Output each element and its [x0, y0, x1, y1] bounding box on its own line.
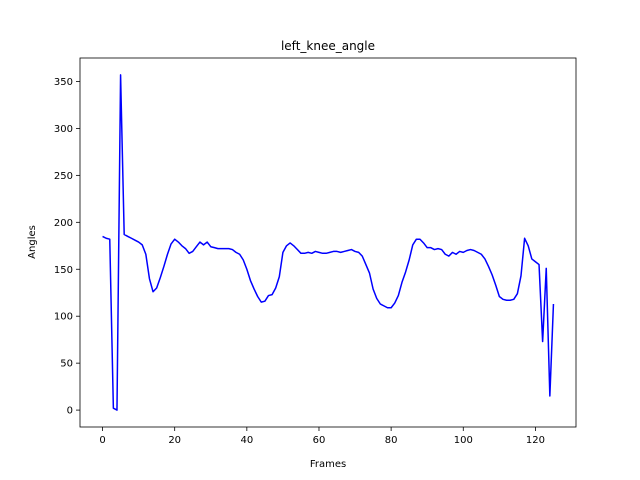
y-axis-ticks: 0 50 100 150 200 250 300 350	[54, 77, 80, 417]
x-axis-label: Frames	[310, 459, 346, 470]
y-tick-label: 350	[54, 77, 73, 88]
y-axis-label: Angles	[27, 225, 38, 259]
x-tick-label: 100	[454, 435, 473, 446]
y-tick-label: 0	[67, 406, 73, 417]
y-tick-label: 150	[54, 265, 73, 276]
x-tick-label: 0	[99, 435, 105, 446]
chart-title: left_knee_angle	[281, 39, 375, 53]
x-axis-ticks: 0 20 40 60 80 100 120	[99, 427, 545, 446]
y-tick-label: 200	[54, 218, 73, 229]
y-tick-label: 250	[54, 171, 73, 182]
x-tick-label: 60	[313, 435, 326, 446]
x-tick-label: 120	[526, 435, 545, 446]
y-tick-label: 300	[54, 124, 73, 135]
x-tick-label: 20	[168, 435, 181, 446]
y-tick-label: 100	[54, 312, 73, 323]
x-tick-label: 40	[240, 435, 253, 446]
plot-frame	[79, 57, 577, 428]
x-tick-label: 80	[385, 435, 398, 446]
series-line-left-knee-angle	[102, 74, 555, 411]
y-tick-label: 50	[60, 359, 73, 370]
